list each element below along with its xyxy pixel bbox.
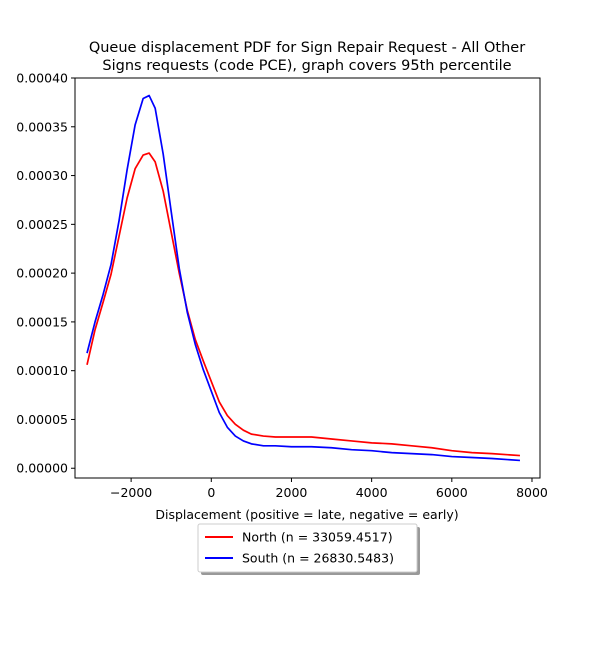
x-tick-label: 6000 bbox=[436, 485, 468, 500]
x-tick-label: 8000 bbox=[516, 485, 548, 500]
y-tick-label: 0.00025 bbox=[16, 217, 68, 232]
y-tick-label: 0.00000 bbox=[16, 461, 68, 476]
legend: North (n = 33059.4517) South (n = 26830.… bbox=[197, 523, 420, 575]
chart-title-line-1: Queue displacement PDF for Sign Repair R… bbox=[89, 40, 525, 56]
x-tick-label: −2000 bbox=[110, 485, 152, 500]
x-axis-label: Displacement (positive = late, negative … bbox=[155, 507, 458, 522]
y-tick-label: 0.00020 bbox=[16, 266, 68, 281]
y-tick-label: 0.00010 bbox=[16, 363, 68, 378]
y-tick-label: 0.00015 bbox=[16, 314, 68, 329]
y-tick-label: 0.00035 bbox=[16, 119, 68, 134]
series-layer bbox=[86, 94, 521, 462]
legend-box bbox=[197, 523, 418, 573]
x-tick-label: 2000 bbox=[276, 485, 308, 500]
y-tick-label: 0.00030 bbox=[16, 168, 68, 183]
plot-area-frame bbox=[74, 77, 541, 479]
y-tick-label: 0.00005 bbox=[16, 412, 68, 427]
legend-label-north: North (n = 33059.4517) bbox=[242, 530, 393, 545]
y-tick-label: 0.00040 bbox=[16, 71, 68, 86]
x-axis: −2000 0 2000 4000 6000 8000 bbox=[110, 478, 548, 500]
series-line-north bbox=[86, 152, 521, 457]
x-tick-label: 0 bbox=[207, 485, 215, 500]
x-tick-label: 4000 bbox=[356, 485, 388, 500]
chart-title-line-2: Signs requests (code PCE), graph covers … bbox=[102, 58, 511, 74]
y-axis: 0.00000 0.00005 0.00010 0.00015 0.00020 0.000… bbox=[16, 71, 75, 476]
legend-label-south: South (n = 26830.5483) bbox=[242, 551, 394, 566]
series-line-south bbox=[86, 94, 521, 462]
